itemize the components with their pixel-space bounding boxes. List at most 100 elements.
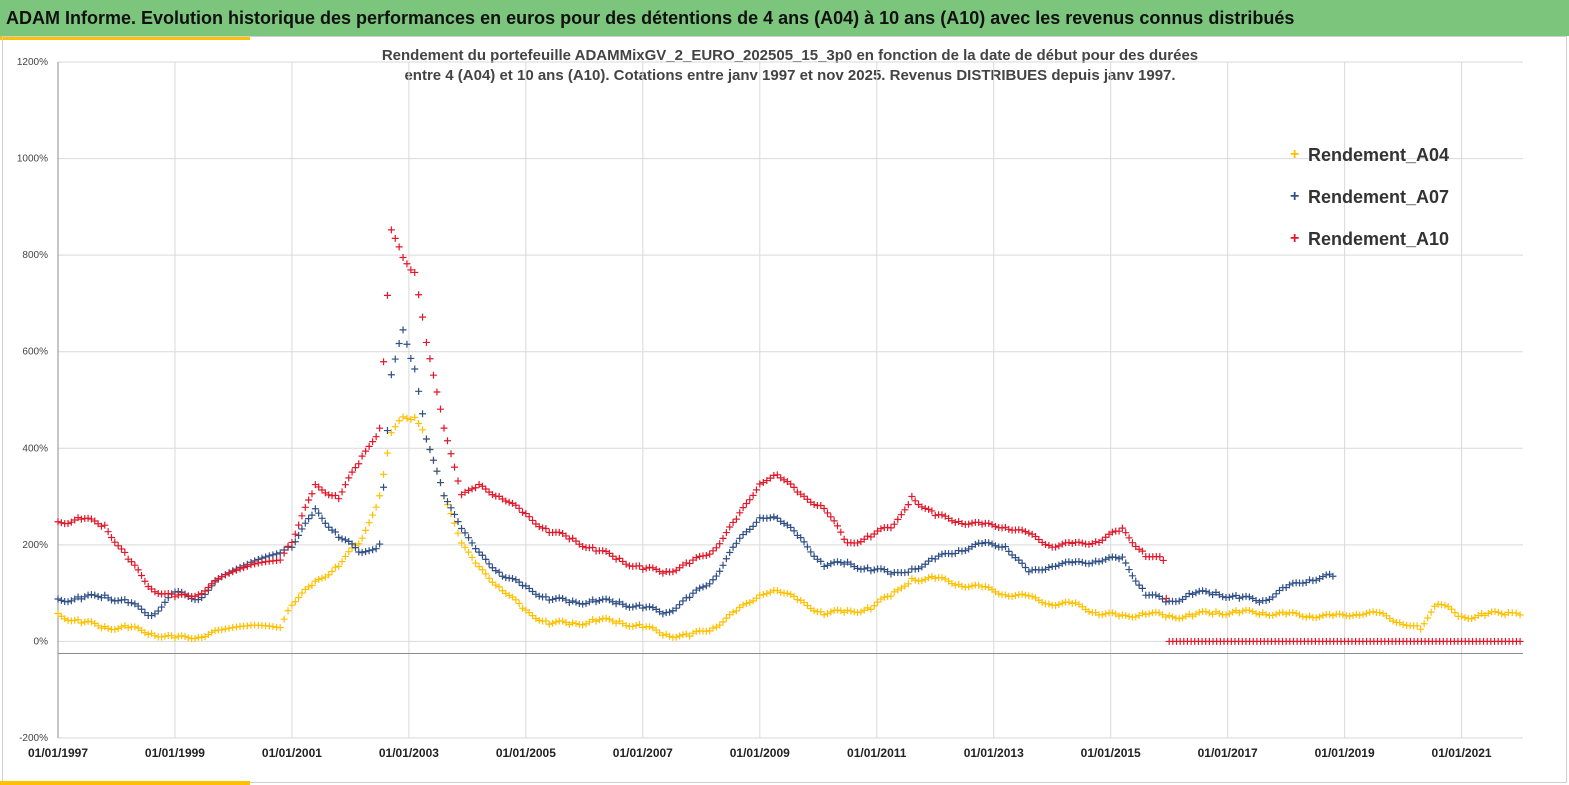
marker-a07 xyxy=(475,548,483,556)
marker-a07 xyxy=(154,607,162,615)
marker-a10 xyxy=(512,501,520,509)
marker-a07 xyxy=(985,539,993,547)
marker-a04 xyxy=(790,592,798,600)
marker-a07 xyxy=(971,540,979,548)
marker-a04 xyxy=(763,590,771,598)
marker-a04 xyxy=(355,540,363,548)
marker-a04 xyxy=(71,616,79,624)
marker-a04 xyxy=(1326,611,1334,619)
marker-a10 xyxy=(1128,539,1136,547)
marker-a10 xyxy=(837,528,845,536)
marker-a10 xyxy=(1118,524,1126,532)
marker-a07 xyxy=(817,557,825,565)
marker-a10 xyxy=(817,501,825,509)
marker-a07 xyxy=(803,543,811,551)
marker-a10 xyxy=(399,253,407,261)
marker-a10 xyxy=(870,530,878,538)
marker-a04 xyxy=(465,548,473,556)
marker-a10 xyxy=(472,484,480,492)
marker-a04 xyxy=(454,529,462,537)
marker-a07 xyxy=(134,602,142,610)
marker-a04 xyxy=(458,539,466,547)
marker-a07 xyxy=(1152,591,1160,599)
legend-marker-a04: + xyxy=(1290,146,1300,163)
marker-a10 xyxy=(355,460,363,468)
marker-a07 xyxy=(1068,559,1076,567)
marker-a04 xyxy=(1329,612,1337,620)
marker-a10 xyxy=(925,505,933,513)
marker-a04 xyxy=(897,584,905,592)
marker-a07 xyxy=(468,539,476,547)
marker-a10 xyxy=(519,508,527,516)
marker-a10 xyxy=(522,510,530,518)
marker-a10 xyxy=(454,477,462,485)
marker-a10 xyxy=(458,491,466,499)
marker-a10 xyxy=(407,266,415,274)
marker-a07 xyxy=(407,354,415,362)
marker-a04 xyxy=(1262,611,1270,619)
marker-a07 xyxy=(867,567,875,575)
marker-a07 xyxy=(646,603,654,611)
marker-a10 xyxy=(372,433,380,441)
legend-item-a04: + Rendement_A04 xyxy=(1290,134,1449,176)
marker-a04 xyxy=(732,607,740,615)
marker-a04 xyxy=(97,624,105,632)
marker-a10 xyxy=(1018,526,1026,534)
marker-a04 xyxy=(1396,619,1404,627)
marker-a10 xyxy=(1065,538,1073,546)
marker-a10 xyxy=(722,529,730,537)
marker-a07 xyxy=(770,513,778,521)
marker-a04 xyxy=(475,563,483,571)
marker-a04 xyxy=(1205,609,1213,617)
marker-a04 xyxy=(1142,610,1150,618)
marker-a10 xyxy=(535,523,543,531)
marker-a04 xyxy=(589,616,597,624)
marker-a10 xyxy=(295,521,303,529)
marker-a04 xyxy=(542,617,550,625)
x-tick-label: 01/01/1999 xyxy=(145,746,205,760)
marker-a07 xyxy=(1175,597,1183,605)
marker-a07 xyxy=(592,598,600,606)
marker-a04 xyxy=(1011,592,1019,600)
marker-a07 xyxy=(295,531,303,539)
marker-a07 xyxy=(315,509,323,517)
marker-a07 xyxy=(391,355,399,363)
marker-a10 xyxy=(589,543,597,551)
marker-a10 xyxy=(451,463,459,471)
marker-a07 xyxy=(1125,566,1133,574)
marker-a10 xyxy=(218,573,226,581)
x-tick-label: 01/01/2005 xyxy=(496,746,556,760)
marker-a04 xyxy=(468,553,476,561)
marker-a07 xyxy=(915,565,923,573)
marker-a04 xyxy=(569,619,577,627)
marker-a07 xyxy=(827,560,835,568)
marker-a04 xyxy=(928,572,936,580)
marker-a10 xyxy=(615,554,623,562)
marker-a10 xyxy=(951,518,959,526)
marker-a04 xyxy=(1389,617,1397,625)
marker-a07 xyxy=(369,546,377,554)
marker-a10 xyxy=(475,481,483,489)
marker-a10 xyxy=(395,243,403,251)
marker-a07 xyxy=(659,610,667,618)
marker-a10 xyxy=(702,551,710,559)
marker-a07 xyxy=(461,529,469,537)
marker-a10 xyxy=(1156,553,1164,561)
marker-a10 xyxy=(465,486,473,494)
marker-a07 xyxy=(752,518,760,526)
marker-a10 xyxy=(1516,637,1524,645)
marker-a07 xyxy=(318,514,326,522)
marker-a07 xyxy=(1105,554,1113,562)
marker-a04 xyxy=(288,601,296,609)
marker-a04 xyxy=(1441,601,1449,609)
marker-a10 xyxy=(800,492,808,500)
marker-a04 xyxy=(1376,609,1384,617)
marker-a04 xyxy=(887,592,895,600)
marker-a10 xyxy=(749,491,757,499)
marker-a10 xyxy=(1052,543,1060,551)
marker-a04 xyxy=(311,577,319,585)
marker-a04 xyxy=(1055,600,1063,608)
marker-a07 xyxy=(1252,597,1260,605)
marker-a04 xyxy=(622,622,630,630)
marker-a04 xyxy=(362,526,370,534)
